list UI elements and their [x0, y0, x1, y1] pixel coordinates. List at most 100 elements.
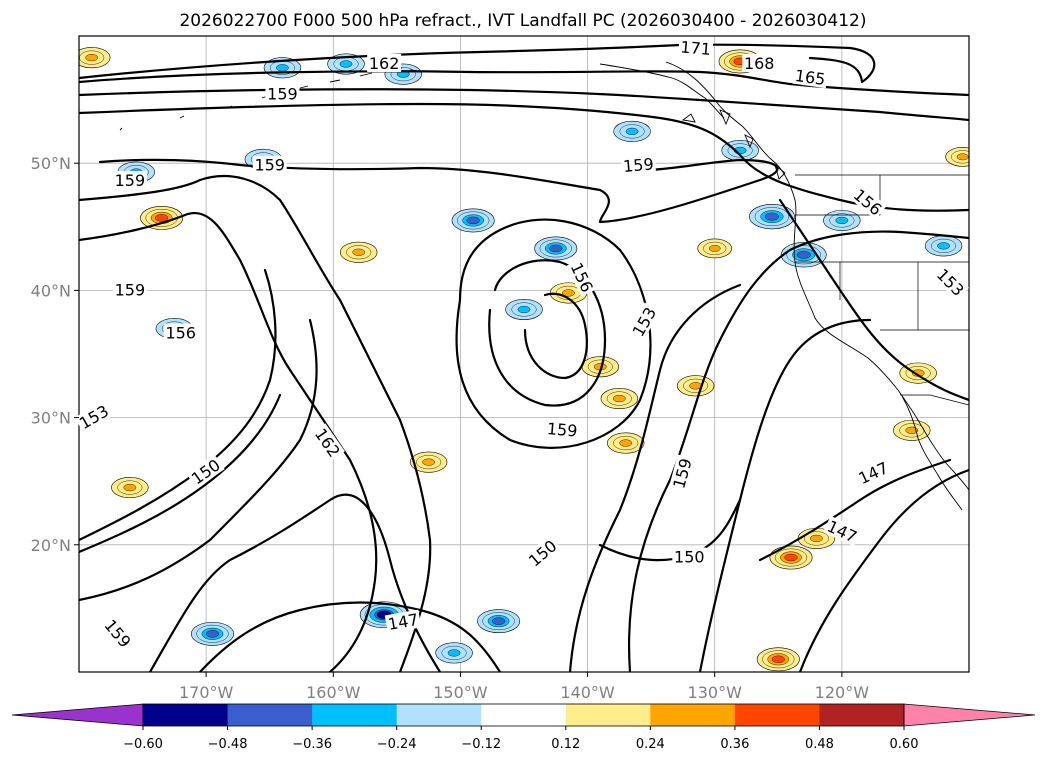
- contour-label-11: 156: [163, 323, 198, 343]
- anomaly-patch-19: [140, 205, 184, 230]
- contour-label-text-6: 159: [622, 154, 654, 176]
- coastline-islands: [681, 109, 786, 180]
- colorbar-label-5: 0.12: [551, 737, 580, 752]
- colorbar-label-2: −0.36: [292, 737, 332, 752]
- colorbar-segment-3: [396, 704, 482, 726]
- contour-label-1: 168: [742, 53, 777, 73]
- contour-168: [79, 70, 969, 97]
- contour-ridge-east-2: [568, 283, 742, 672]
- anomaly-patch-33: [409, 451, 448, 473]
- anomaly-patch-25: [769, 545, 813, 570]
- contour-label-21: 150: [523, 535, 562, 571]
- coastline-north-america: [665, 61, 969, 491]
- colorbar-segment-6: [650, 704, 736, 726]
- contour-cutoff-inner: [488, 259, 607, 407]
- anomaly-patch-36: [945, 147, 969, 167]
- contour-cutoff-low: [455, 218, 652, 449]
- contour-label-text-0: 171: [680, 37, 712, 59]
- colorbar-segment-5: [565, 704, 651, 726]
- contour-label-text-1: 168: [744, 54, 775, 73]
- contour-label-text-2: 165: [794, 66, 827, 89]
- coastline-baja: [901, 395, 963, 511]
- contour-150-south: [148, 493, 442, 672]
- contour-label-text-16: 159: [546, 419, 578, 441]
- anomaly-patch-34: [340, 241, 378, 263]
- anomaly-patch-17: [191, 621, 235, 646]
- colorbar-label-6: 0.24: [636, 737, 665, 752]
- contour-west-south-3: [79, 318, 318, 602]
- anomaly-patch-24: [893, 419, 931, 441]
- contour-label-text-7: 159: [115, 171, 146, 190]
- colorbar-label-9: 0.60: [890, 737, 919, 752]
- anomaly-patch-35: [697, 238, 733, 259]
- anomaly-patch-30: [581, 356, 619, 378]
- colorbar-segment-1: [227, 704, 313, 726]
- x-tick-label-3: 140°W: [560, 683, 615, 702]
- anomaly-patch-23: [676, 375, 715, 397]
- contour-label-text-3: 162: [369, 54, 400, 73]
- contour-147-south: [198, 601, 502, 672]
- anomaly-patch-5: [451, 208, 495, 233]
- border-us-mexico: [900, 394, 969, 406]
- y-tick-label-2: 40°N: [31, 281, 71, 300]
- contour-159-north: [98, 158, 779, 224]
- contour-label-text-5: 159: [254, 156, 285, 175]
- y-tick-label-1: 30°N: [31, 409, 71, 428]
- contour-159-east-coast: [778, 198, 969, 402]
- contour-label-text-22: 150: [674, 548, 705, 567]
- colorbar-segment-8: [819, 704, 905, 726]
- border-states-west: [795, 175, 969, 331]
- height-contours: [79, 43, 969, 672]
- contour-trough-outer: [79, 175, 432, 672]
- contour-label-2: 165: [792, 65, 829, 89]
- y-tick-label-0: 20°N: [31, 536, 71, 555]
- chart-title: 2026022700 F000 500 hPa refract., IVT La…: [179, 11, 866, 31]
- anomaly-patch-13: [505, 298, 543, 320]
- contour-trough-mid: [79, 212, 378, 672]
- contour-label-6: 159: [620, 154, 657, 176]
- coastline-alaska-south: [599, 63, 725, 119]
- contour-label-3: 162: [367, 53, 402, 73]
- contour-label-0: 171: [678, 37, 714, 59]
- contour-147-east: [798, 468, 969, 672]
- colorbar-segment-0: [143, 704, 229, 726]
- x-tick-label-1: 160°W: [306, 683, 361, 702]
- contour-label-7: 159: [112, 171, 147, 190]
- anomaly-patch-32: [607, 432, 645, 454]
- colorbar-extend-low: [11, 703, 144, 727]
- colorbar-frame: [142, 703, 905, 727]
- contour-west-south: [79, 268, 277, 542]
- contour-162: [79, 102, 969, 212]
- contour-147-east-2: [758, 458, 952, 562]
- anomaly-patch-31: [600, 388, 639, 410]
- contour-ridge-east-3: [698, 318, 872, 672]
- shaded-anomalies: [79, 47, 969, 672]
- axis-ticks: 170°W 160°W 150°W 140°W 130°W 120°W 20°N 30°N 40…: [31, 154, 870, 702]
- colorbar-label-0: −0.60: [123, 737, 163, 752]
- colorbar-segment-2: [312, 704, 398, 726]
- x-tick-label-5: 120°W: [815, 683, 870, 702]
- contour-label-text-11: 156: [165, 324, 196, 343]
- colorbar-segment-4: [481, 704, 567, 726]
- anomaly-patch-20: [79, 47, 111, 69]
- colorbar-label-4: −0.12: [461, 737, 501, 752]
- contour-label-4: 159: [265, 84, 300, 104]
- anomaly-patch-29: [111, 477, 149, 499]
- anomaly-patch-7: [749, 204, 795, 230]
- colorbar-label-1: −0.48: [208, 737, 248, 752]
- political-borders: [795, 174, 969, 406]
- contour-cutoff-core: [523, 292, 588, 380]
- contour-label-text-10: 159: [115, 280, 146, 299]
- anomaly-patch-9: [823, 209, 861, 231]
- x-tick-label-2: 150°W: [433, 683, 488, 702]
- anomaly-patch-6: [534, 236, 578, 261]
- contour-west-south-2: [79, 393, 282, 554]
- y-tick-label-3: 50°N: [31, 154, 71, 173]
- colorbar-segment-7: [734, 704, 820, 726]
- contour-ridge-east: [627, 230, 969, 672]
- contour-label-16: 159: [544, 418, 580, 441]
- colorbar-extend-high: [903, 703, 1036, 727]
- x-tick-label-0: 170°W: [179, 683, 234, 702]
